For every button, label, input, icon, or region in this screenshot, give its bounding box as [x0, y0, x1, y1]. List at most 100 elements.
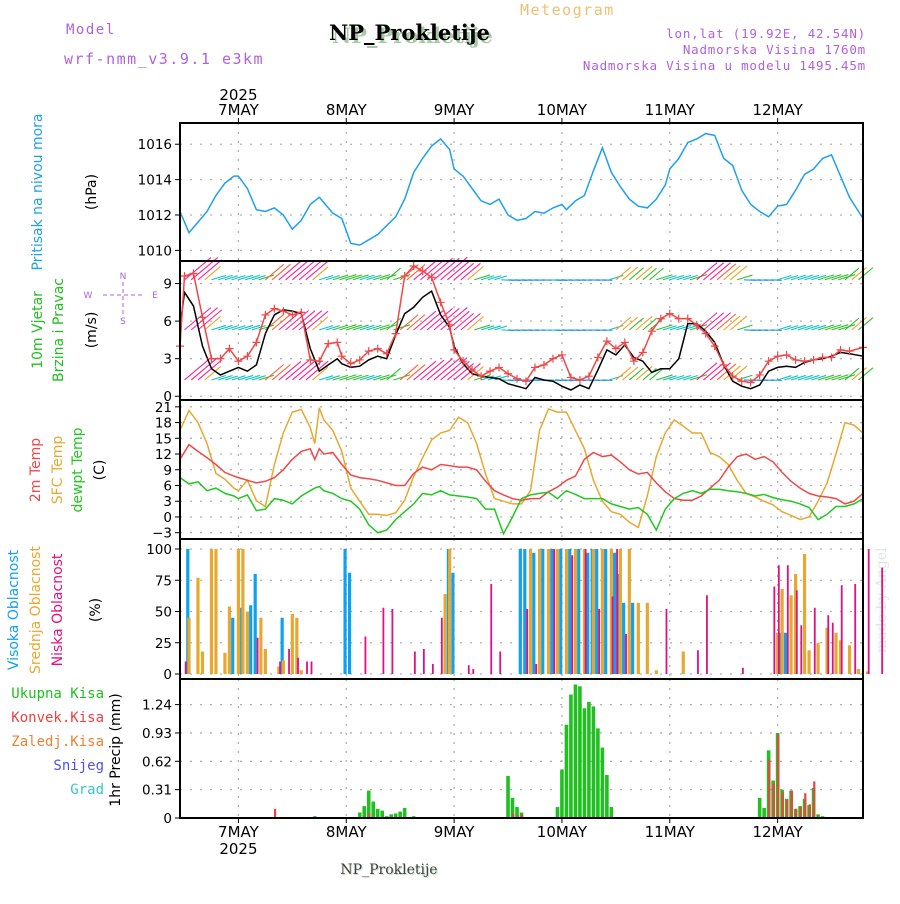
bar-niska-oblacnost	[742, 668, 744, 674]
ytick-label: 18	[155, 416, 172, 432]
bar-srednja-oblacnost	[228, 607, 231, 675]
bar-niska-oblacnost	[616, 549, 618, 674]
wind-label-2: Brzina i Pravac	[51, 278, 67, 382]
wind-arrow	[481, 326, 494, 330]
bar-srednja-oblacnost	[682, 652, 685, 675]
cloud-unit: (%)	[88, 598, 104, 622]
gust-marker	[558, 351, 566, 359]
pressure-unit: (hPa)	[84, 174, 100, 210]
gust-marker	[666, 310, 674, 318]
bar-konvek-kisa	[791, 791, 793, 818]
bar-ukupna-kisa	[762, 808, 766, 818]
bar-niska-oblacnost	[625, 634, 627, 674]
bar-niska-oblacnost	[257, 638, 259, 674]
bottom-day-label: 12MAY	[752, 823, 803, 841]
bar-niska-oblacnost	[612, 597, 614, 675]
gust-marker	[783, 351, 791, 359]
footer-station: NP_Prokletije	[340, 862, 437, 878]
ytick-label: 3	[163, 494, 172, 510]
wind-arrow	[616, 367, 631, 380]
gust-marker	[576, 376, 584, 384]
bar-visoka-oblacnost	[541, 549, 544, 674]
bar-niska-oblacnost	[553, 549, 555, 674]
bar-niska-oblacnost	[598, 609, 600, 674]
bar-niska-oblacnost	[854, 584, 856, 674]
ytick-label: 1016	[138, 137, 172, 153]
wind-arrow	[225, 276, 238, 280]
wind-arrow	[488, 326, 501, 330]
bar-ukupna-kisa	[560, 770, 564, 818]
bar-niska-oblacnost	[311, 662, 313, 675]
ytick-label: 50	[155, 605, 172, 621]
wind-arrow	[778, 276, 792, 280]
gust-marker	[792, 356, 800, 364]
cloud-high-label: Visoka Oblacnost	[6, 549, 22, 670]
wind-arrow	[279, 261, 301, 280]
bar-ukupna-kisa	[376, 809, 380, 818]
wind-arrow	[252, 326, 266, 330]
wind-arrow	[232, 326, 246, 330]
bar-ukupna-kisa	[565, 725, 569, 818]
ytick-label: 1.24	[142, 698, 172, 714]
bar-niska-oblacnost	[288, 649, 290, 674]
bar-srednja-oblacnost	[834, 633, 837, 674]
bar-niska-oblacnost	[773, 587, 775, 675]
bar-niska-oblacnost	[279, 662, 281, 675]
wind-arrow	[279, 361, 301, 380]
bar-visoka-oblacnost	[532, 553, 535, 674]
lonlat: lon,lat (19.92E, 42.54N)	[666, 26, 866, 41]
bar-visoka-oblacnost	[604, 549, 607, 674]
wind-arrow	[252, 276, 266, 280]
bar-konvek-kisa	[274, 809, 276, 818]
wind-arrow	[859, 318, 873, 330]
wind-arrow	[623, 267, 638, 280]
gust-marker	[513, 375, 521, 383]
bar-konvek-kisa	[813, 781, 815, 818]
wind-arrow	[623, 367, 638, 380]
bar-ukupna-kisa	[596, 728, 600, 818]
bar-visoka-oblacnost	[631, 603, 634, 674]
compass-w: W	[84, 291, 93, 301]
bar-ukupna-kisa	[583, 708, 587, 818]
wind-arrow	[845, 368, 859, 380]
precip-legend-1: Konvek.Kisa	[11, 710, 104, 726]
bar-srednja-oblacnost	[565, 549, 568, 674]
wind-arrow	[724, 316, 741, 330]
compass-e: E	[152, 291, 158, 301]
bar-srednja-oblacnost	[637, 603, 640, 674]
bar-ukupna-kisa	[574, 684, 578, 818]
station-title: NP_Prokletije	[329, 20, 490, 45]
wind-arrow	[784, 326, 798, 330]
bar-srednja-oblacnost	[619, 549, 622, 674]
ytick-label: 21	[155, 400, 172, 416]
wind-arrow	[326, 276, 340, 280]
bar-srednja-oblacnost	[857, 669, 860, 674]
bar-konvek-kisa	[795, 809, 797, 818]
wind-arrow	[778, 376, 792, 380]
ytick-label: 100	[146, 542, 172, 558]
gust-marker	[189, 270, 197, 278]
bar-niska-oblacnost	[423, 649, 425, 674]
bar-niska-oblacnost	[571, 555, 573, 674]
bar-niska-oblacnost	[365, 637, 367, 675]
wind-arrow	[299, 261, 322, 280]
top-day-label: 8MAY	[326, 101, 368, 119]
wind-arrow	[778, 326, 792, 330]
bar-ukupna-kisa	[758, 798, 762, 818]
bar-niska-oblacnost	[778, 565, 780, 674]
model-name: wrf-nmm_v3.9.1 e3km	[64, 50, 264, 68]
series-line-sfc-temp	[180, 408, 863, 528]
compass-n: N	[120, 272, 127, 282]
ytick-label: 0	[163, 510, 172, 526]
precip-legend-2: Zaledj.Kisa	[11, 734, 104, 750]
wind-unit: (m/s)	[84, 312, 100, 349]
bar-visoka-oblacnost	[622, 603, 625, 674]
wind-arrow	[495, 326, 508, 330]
bar-konvek-kisa	[773, 783, 775, 818]
bar-visoka-oblacnost	[586, 553, 589, 674]
bar-visoka-oblacnost	[559, 549, 562, 674]
bar-visoka-oblacnost	[595, 549, 598, 674]
gust-marker	[437, 298, 445, 306]
wind-arrow	[427, 359, 452, 380]
